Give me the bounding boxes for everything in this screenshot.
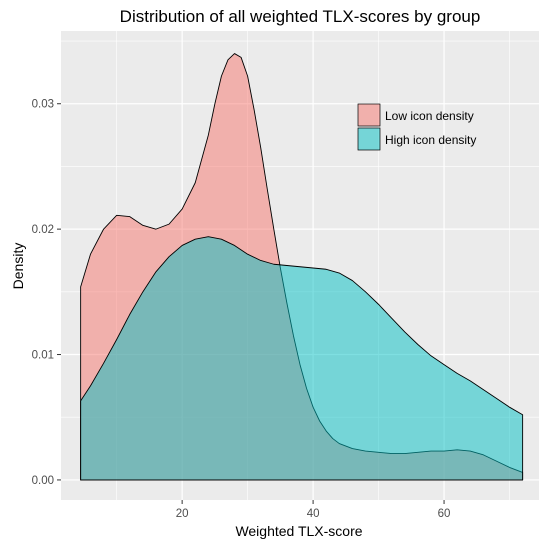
legend-key-high-icon-density: [357, 127, 381, 151]
chart-title: Distribution of all weighted TLX-scores …: [120, 7, 481, 26]
y-tick-label: 0.00: [32, 475, 54, 487]
legend-key-low-icon-density: [357, 103, 381, 127]
legend: Low icon density High icon density: [357, 103, 476, 151]
x-axis-title: Weighted TLX-score: [235, 523, 362, 539]
x-tick-label: 20: [176, 508, 189, 520]
x-tick-label: 60: [438, 508, 451, 520]
y-tick-label: 0.01: [32, 350, 54, 362]
density-area-high-icon-density: [80, 236, 524, 481]
x-tick-label: 40: [307, 508, 320, 520]
axis-ticks: 20 40 60 0.00 0.01 0.02 0.03: [32, 99, 451, 520]
legend-label-low-icon-density: Low icon density: [385, 109, 474, 123]
legend-label-high-icon-density: High icon density: [385, 133, 476, 147]
y-tick-label: 0.03: [32, 99, 54, 111]
y-tick-label: 0.02: [32, 224, 54, 236]
y-axis-title: Density: [10, 243, 26, 290]
density-areas: [80, 53, 524, 481]
